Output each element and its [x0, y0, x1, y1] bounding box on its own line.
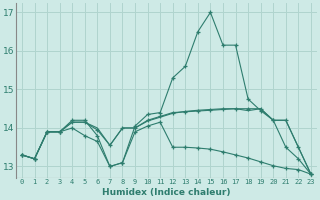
X-axis label: Humidex (Indice chaleur): Humidex (Indice chaleur) — [102, 188, 231, 197]
